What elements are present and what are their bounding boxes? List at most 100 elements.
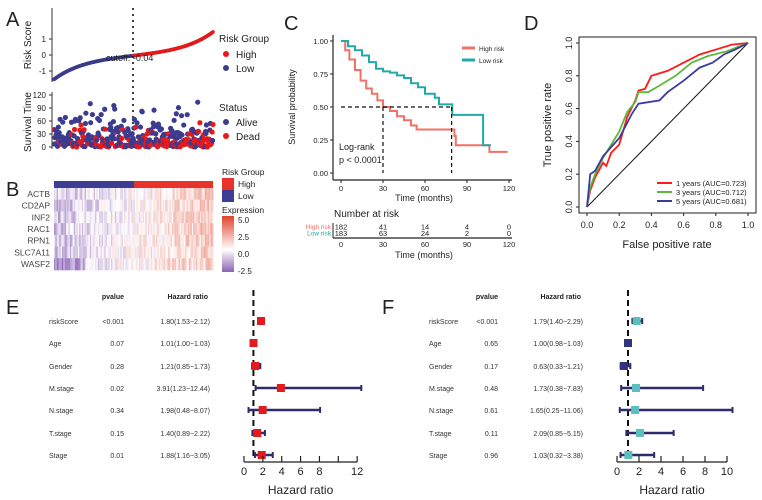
- heatmap-cell: [173, 211, 175, 224]
- risk-table-row-label: Low risk: [307, 231, 332, 238]
- heatmap-cell: [57, 223, 60, 236]
- heatmap-cell: [187, 234, 190, 247]
- heatmap-cell: [189, 199, 191, 212]
- heatmap-cell: [99, 211, 101, 224]
- heatmap-cell: [121, 223, 124, 236]
- heatmap-cell: [104, 199, 106, 212]
- heatmap-cell: [57, 258, 60, 271]
- heatmap-cell: [76, 258, 79, 271]
- survival-point: [195, 99, 201, 105]
- heatmap-cell: [113, 258, 116, 271]
- heatmap-cell: [186, 223, 189, 236]
- heatmap-cell: [63, 258, 65, 271]
- heatmap-cell: [167, 234, 170, 247]
- heatmap-cell: [97, 246, 100, 259]
- heatmap-cell: [138, 223, 141, 236]
- heatmap-cell: [206, 246, 208, 259]
- legend-label: High: [236, 50, 257, 61]
- hr-box: [256, 317, 265, 325]
- heatmap-cell: [112, 211, 114, 224]
- heatmap-cell: [186, 199, 189, 212]
- heatmap-cell: [83, 188, 85, 201]
- heatmap-cell: [67, 223, 69, 236]
- heatmap-cell: [68, 188, 71, 201]
- heatmap-cell: [95, 199, 97, 212]
- heatmap-cell: [118, 188, 121, 201]
- heatmap-cell: [71, 234, 73, 247]
- heatmap-cell: [107, 188, 109, 201]
- heatmap-cell: [181, 223, 183, 236]
- heatmap-cell: [171, 188, 174, 201]
- heatmap-cell: [96, 199, 99, 212]
- heatmap-cell: [97, 234, 100, 247]
- survival-point: [89, 111, 96, 118]
- heatmap-cell: [118, 258, 121, 271]
- survival-point: [102, 126, 108, 132]
- heatmap-cell: [189, 258, 191, 271]
- row-pvalue: 0.96: [484, 453, 498, 460]
- risk-table-x-tick: 90: [463, 240, 471, 249]
- heatmap-cell: [175, 258, 178, 271]
- heatmap-cell: [183, 199, 186, 212]
- heatmap-cell: [76, 223, 79, 236]
- survival-point: [62, 114, 68, 121]
- heatmap-cell: [203, 199, 206, 212]
- heatmap-cell: [146, 211, 149, 224]
- risk-table-value: 0: [507, 229, 511, 238]
- heatmap-cell: [61, 199, 64, 212]
- heatmap-cell: [100, 234, 102, 247]
- heatmap-cell: [60, 234, 63, 247]
- heatmap-cell: [205, 234, 207, 247]
- heatmap-cell: [129, 188, 132, 201]
- survival-point: [195, 128, 202, 135]
- heatmap-cell: [186, 234, 189, 247]
- heatmap-cell: [81, 234, 84, 247]
- row-hazard-ratio: 1.65(0.25−11.06): [530, 408, 583, 415]
- heatmap-cell: [64, 234, 67, 247]
- heatmap-cell: [197, 234, 199, 247]
- heatmap-cell: [125, 258, 128, 271]
- heatmap-cell: [76, 234, 79, 247]
- heatmap-cell: [141, 258, 144, 271]
- legend-label: 1 years (AUC=0.723): [676, 179, 747, 188]
- heatmap-cell: [198, 246, 201, 259]
- heatmap-cell: [140, 234, 142, 247]
- heatmap-cell: [142, 246, 145, 259]
- survival-point: [173, 111, 179, 117]
- heatmap-cell: [157, 246, 159, 259]
- heatmap-cell: [183, 258, 186, 271]
- heatmap-cell: [161, 258, 163, 271]
- heatmap-cell: [181, 188, 183, 201]
- panel-label-f: F: [382, 297, 394, 319]
- heatmap-cell: [194, 188, 197, 201]
- heatmap-cell: [88, 258, 91, 271]
- heatmap-cell: [197, 199, 199, 212]
- heatmap-cell: [68, 246, 71, 259]
- heatmap-cell: [207, 234, 210, 247]
- heatmap-cell: [167, 211, 170, 224]
- x-tick-label: 6: [680, 466, 686, 478]
- heatmap-cell: [181, 258, 183, 271]
- heatmap-cell: [153, 188, 155, 201]
- y-tick-label: 0.75: [313, 70, 328, 79]
- heatmap-cell: [80, 234, 83, 247]
- heatmap-cell: [122, 199, 125, 212]
- heatmap-cell: [207, 188, 210, 201]
- heatmap-cell: [95, 258, 97, 271]
- heatmap-cell: [178, 246, 181, 259]
- y-tick-label: 0.25: [313, 136, 328, 145]
- heatmap-cell: [154, 246, 157, 259]
- heatmap-cell: [153, 258, 155, 271]
- heatmap-cell: [128, 211, 130, 224]
- heatmap-cell: [89, 211, 92, 224]
- heatmap-cell: [189, 211, 191, 224]
- heatmap-cell: [161, 211, 163, 224]
- x-tick-label: 4: [279, 466, 285, 478]
- heatmap-cell: [171, 223, 174, 236]
- heatmap-cell: [64, 211, 67, 224]
- heatmap-cell: [103, 188, 105, 201]
- heatmap-cell: [153, 223, 155, 236]
- heatmap-cell: [92, 188, 95, 201]
- heatmap-cell: [89, 199, 92, 212]
